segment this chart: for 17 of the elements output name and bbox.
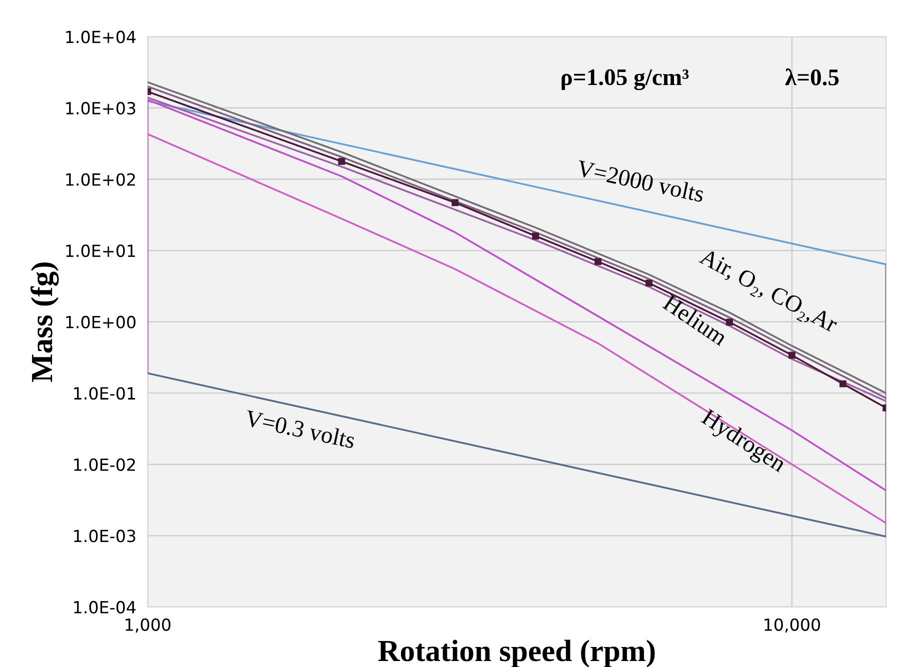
y-tick-label: 1.0E+01 [66,244,136,258]
y-tick-label: 1.0E+00 [66,316,136,328]
annotation: λ=0.5 [785,68,839,86]
y-tick-label: 1.0E-03 [74,530,136,542]
annotation: ρ=1.05 g/cm³ [562,69,689,90]
x-tick-label: 10,000 [764,618,820,633]
y-tick-label: 1.0E-02 [74,458,135,471]
x-tick-label: 1,000 [126,618,170,633]
y-tick-label: 1.0E+02 [66,173,135,186]
y-axis-title: Mass (fg) [30,262,59,382]
annotation: V=2000 volts [576,159,705,202]
x-axis-title: Rotation speed (rpm) [378,640,655,667]
y-tick-label: 1.0E+03 [66,102,136,115]
y-tick-label: 1.0E-04 [74,600,136,614]
y-tick-label: 1.0E+04 [66,30,136,44]
annotation: V=0.3 volts [244,409,356,449]
y-tick-label: 1.0E-01 [74,387,136,400]
